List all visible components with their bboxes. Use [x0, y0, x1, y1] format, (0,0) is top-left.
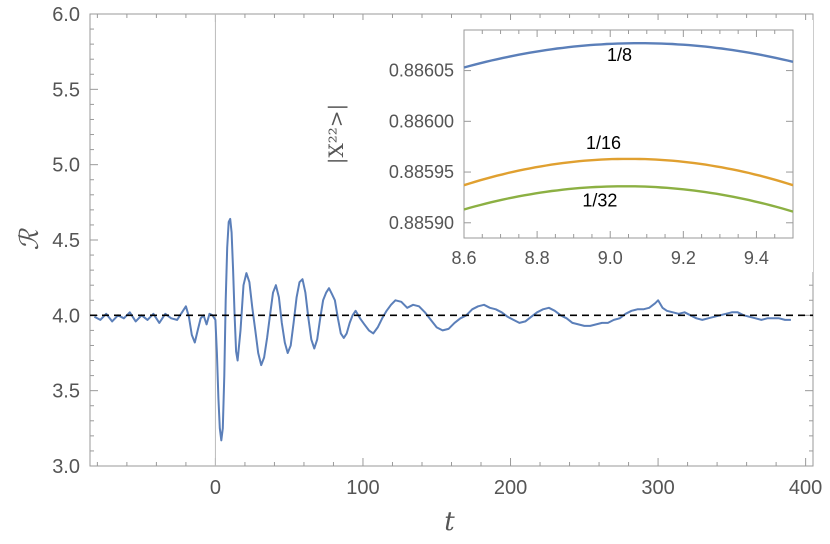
inset-x-tick-label: 9.0: [598, 248, 623, 268]
y-tick-label: 4.5: [52, 230, 80, 252]
inset-y-tick-label: 0.88600: [389, 111, 454, 131]
inset-y-tick-label: 0.88605: [389, 61, 454, 81]
y-tick-label: 6.0: [52, 4, 80, 26]
x-tick-label: 100: [346, 477, 379, 499]
x-tick-label: 0: [210, 477, 221, 499]
y-tick-label: 5.5: [52, 79, 80, 101]
x-tick-label: 300: [641, 477, 674, 499]
x-tick-label: 400: [789, 477, 822, 499]
y-tick-label: 5.0: [52, 155, 80, 177]
inset-series-label: 1/32: [582, 190, 617, 210]
inset-x-tick-label: 8.8: [525, 248, 550, 268]
inset-x-tick-label: 9.4: [744, 248, 769, 268]
inset-y-tick-label: 0.88590: [389, 213, 454, 233]
inset-x-tick-label: 8.6: [451, 248, 476, 268]
inset-y-tick-label: 0.88595: [389, 162, 454, 182]
inset-series-label: 1/8: [607, 45, 632, 65]
x-tick-label: 200: [494, 477, 527, 499]
inset-y-axis-title: |X²²>|: [324, 104, 349, 165]
y-tick-label: 3.5: [52, 381, 80, 403]
x-axis-title: t: [444, 507, 455, 537]
series-line: [93, 217, 791, 442]
y-tick-label: 4.0: [52, 305, 80, 327]
inset-background: [354, 20, 813, 272]
inset-x-tick-label: 9.2: [671, 248, 696, 268]
inset-series-line: [463, 185, 794, 213]
y-axis-title: ℛ: [15, 227, 45, 250]
inset-series-line: [463, 157, 794, 187]
y-tick-label: 3.0: [52, 456, 80, 478]
inset-series-line: [463, 42, 794, 69]
inset-series-label: 1/16: [586, 133, 621, 153]
